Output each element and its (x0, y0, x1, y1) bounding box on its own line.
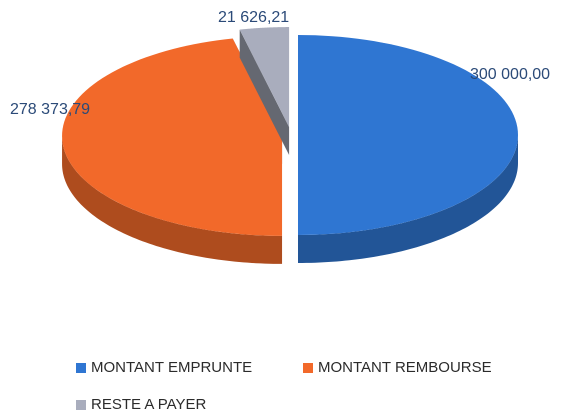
legend-label: MONTANT EMPRUNTE (91, 359, 252, 376)
slice-face (62, 135, 283, 264)
slice-face (239, 29, 290, 156)
legend-label: MONTANT REMBOURSE (318, 359, 492, 376)
slice-face (239, 27, 290, 128)
slice (62, 38, 283, 264)
slice-face (298, 135, 518, 263)
legend-swatch (76, 363, 86, 373)
data-label: 300 000,00 (470, 66, 550, 83)
data-label: 21 626,21 (218, 9, 289, 26)
slice (239, 27, 290, 156)
slice (298, 35, 518, 263)
legend-swatch (76, 400, 86, 410)
slice-face (62, 38, 283, 236)
legend-swatch (303, 363, 313, 373)
data-label: 278 373,79 (10, 101, 90, 118)
slice-face (298, 35, 518, 235)
legend-label: RESTE A PAYER (91, 396, 206, 413)
